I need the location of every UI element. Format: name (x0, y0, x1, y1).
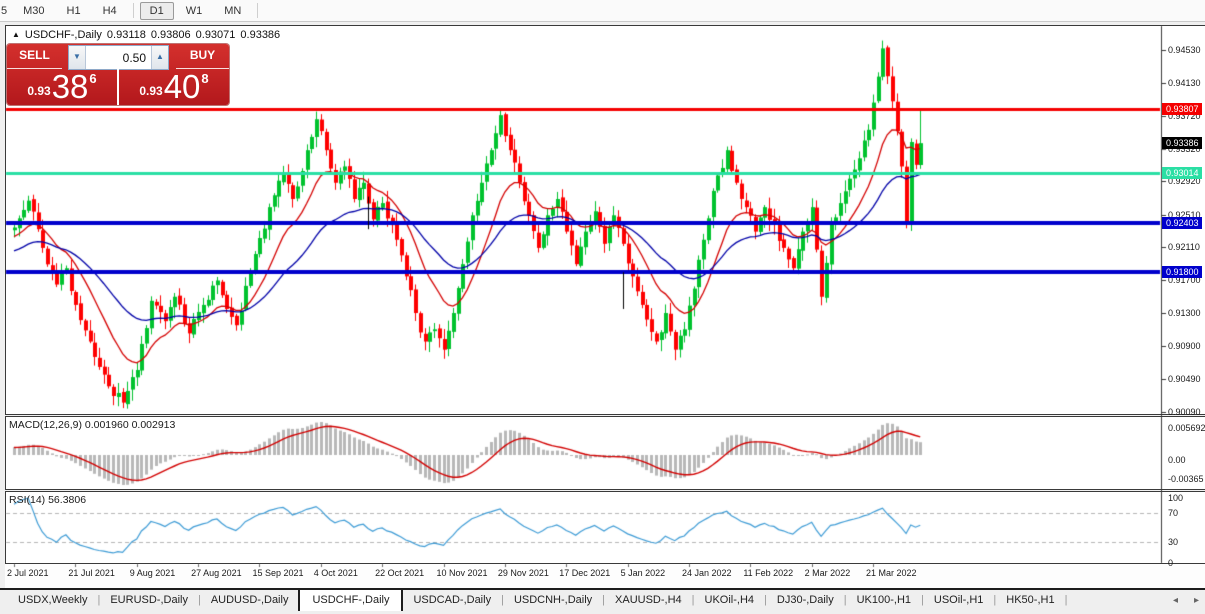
volume-stepper: ▼ ▲ (68, 45, 169, 70)
timeframe-button-m30[interactable]: M30 (23, 4, 45, 17)
ohlc-low: 0.93071 (195, 29, 236, 41)
price-level-badge: 0.92403 (1162, 217, 1202, 230)
sell-button[interactable]: SELL (7, 44, 62, 69)
macd-axis-tick: 0.005692 (1168, 423, 1205, 433)
date-axis-label: 24 Jan 2022 (681, 568, 732, 578)
rsi-axis-tick: 100 (1168, 493, 1184, 503)
chart-tab-usdx-weekly[interactable]: USDX,Weekly (18, 594, 88, 606)
ohlc-close: 0.93386 (240, 29, 281, 41)
price-axis-tick: 0.94130 (1168, 77, 1201, 88)
chart-tab-eurusd-daily[interactable]: EURUSD-,Daily (110, 594, 188, 606)
timeframe-button-h1[interactable]: H1 (66, 4, 81, 17)
volume-increase-icon[interactable]: ▲ (151, 46, 168, 69)
price-axis-tick: 0.90900 (1168, 340, 1201, 351)
timeframe-button-w1[interactable]: W1 (185, 4, 203, 17)
tab-separator: | (1064, 594, 1068, 606)
chart-tab-dj30-daily[interactable]: DJ30-,Daily (776, 594, 834, 606)
date-axis-label: 15 Sep 2021 (252, 568, 304, 578)
chart-tab-usoil-h1[interactable]: USOil-,H1 (933, 594, 984, 606)
date-axis-label: 10 Nov 2021 (436, 568, 488, 578)
price-axis-tick: 0.91300 (1168, 308, 1201, 319)
date-axis-label: 22 Oct 2021 (375, 568, 425, 578)
toolbar-separator (257, 3, 259, 18)
chart-tab-ukoil-h4[interactable]: UKOil-,H4 (704, 594, 755, 606)
chart-tab-usdcad-daily[interactable]: USDCAD-,Daily (413, 594, 492, 606)
volume-decrease-icon[interactable]: ▼ (69, 46, 86, 69)
buy-price-prefix: 0.93 (139, 84, 163, 98)
chart-tab-audusd-daily[interactable]: AUDUSD-,Daily (210, 594, 289, 606)
ohlc-open: 0.93118 (106, 29, 146, 41)
date-axis-label: 21 Jul 2021 (68, 568, 115, 578)
rsi-panel[interactable] (5, 491, 1205, 564)
timeframe-button-5[interactable]: 5 (1, 4, 8, 17)
chart-tab-bar: USDX,Weekly | EURUSD-,Daily | AUDUSD-,Daily U… (0, 588, 1205, 614)
sell-price[interactable]: 0.93 38 6 (7, 69, 119, 105)
collapse-icon[interactable]: ▲ (12, 30, 20, 39)
chart-tab-xauusd-h4[interactable]: XAUUSD-,H4 (615, 594, 682, 606)
ohlc-high: 0.93806 (150, 29, 191, 41)
buy-price-big: 40 (163, 68, 201, 105)
rsi-axis-tick: 30 (1168, 536, 1179, 547)
date-axis-label: 2 Mar 2022 (804, 568, 851, 578)
rsi-label: RSI(14) 56.3806 (9, 494, 87, 506)
price-axis-tick: 0.90490 (1168, 373, 1201, 384)
timeframe-button-h4[interactable]: H4 (102, 4, 117, 17)
sell-price-prefix: 0.93 (27, 84, 51, 98)
timeframe-button-d1[interactable]: D1 (139, 1, 174, 20)
tab-scroll-right-icon[interactable]: ▸ (1193, 595, 1199, 606)
chart-tab-usdchf-daily[interactable]: USDCHF-,Daily (298, 588, 404, 611)
sell-price-sup: 6 (89, 71, 97, 86)
date-axis-label: 29 Nov 2021 (497, 568, 549, 578)
sell-price-big: 38 (51, 68, 89, 105)
current-price-badge: 0.93386 (1162, 137, 1202, 150)
macd-panel[interactable] (5, 416, 1205, 490)
date-axis-label: 5 Jan 2022 (620, 568, 666, 578)
price-level-badge: 0.93014 (1162, 167, 1202, 180)
date-axis-label: 9 Aug 2021 (129, 568, 176, 578)
price-level-badge: 0.91800 (1162, 266, 1202, 279)
date-axis-label: 27 Aug 2021 (191, 568, 242, 578)
price-level-badge: 0.93807 (1162, 102, 1202, 115)
tab-scroll-left-icon[interactable]: ◂ (1172, 595, 1178, 606)
price-axis-tick: 0.92110 (1168, 242, 1200, 253)
price-axis-tick: 0.90090 (1168, 406, 1201, 417)
chart-symbol-label: USDCHF-,Daily (24, 29, 102, 41)
macd-axis-tick: 0.00 (1168, 455, 1186, 465)
one-click-trade-panel: SELL ▼ ▲ BUY 0.93 38 6 0.93 40 8 (7, 44, 229, 105)
toolbar-separator (132, 3, 134, 18)
price-axis-tick: 0.94530 (1168, 45, 1201, 56)
chart-tab-uk100-h1[interactable]: UK100-,H1 (856, 594, 912, 606)
chart-tab-hk50-h1[interactable]: HK50-,H1 (1006, 594, 1055, 606)
date-axis-label: 17 Dec 2021 (559, 568, 611, 578)
macd-axis-tick: -0.00365 (1168, 474, 1204, 484)
chart-tab-usdcnh-daily[interactable]: USDCNH-,Daily (513, 594, 593, 606)
rsi-axis-tick: 0 (1168, 558, 1174, 568)
date-axis-label: 2 Jul 2021 (7, 568, 49, 578)
rsi-axis-tick: 70 (1168, 508, 1179, 519)
date-axis-label: 21 Mar 2022 (866, 568, 917, 578)
buy-price-sup: 8 (201, 71, 209, 86)
volume-input[interactable] (86, 46, 151, 69)
date-axis-label: 4 Oct 2021 (313, 568, 358, 578)
buy-price[interactable]: 0.93 40 8 (119, 69, 229, 105)
chart-header: ▲ USDCHF-,Daily 0.93118 0.93806 0.93071 0.933… (12, 29, 280, 41)
timeframe-toolbar: 5 M30 H1 H4 D1 W1 MN (0, 0, 1205, 22)
timeframe-button-mn[interactable]: MN (224, 4, 242, 17)
macd-label: MACD(12,26,9) 0.001960 0.002913 (9, 419, 176, 431)
buy-button[interactable]: BUY (176, 44, 229, 69)
date-axis-label: 11 Feb 2022 (743, 568, 794, 578)
